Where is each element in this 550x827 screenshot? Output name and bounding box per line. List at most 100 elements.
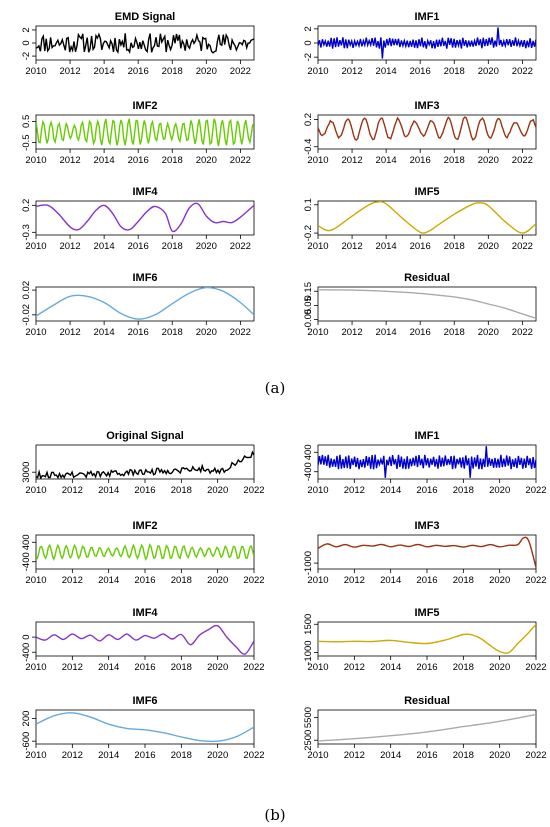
x-tick-label: 2014	[380, 750, 401, 761]
x-tick-label: 2012	[344, 575, 365, 586]
x-tick-label: 2020	[207, 485, 228, 496]
y-tick-label: 0.2	[303, 113, 314, 126]
x-tick-label: 2010	[25, 155, 46, 166]
x-tick-label: 2022	[512, 327, 533, 338]
chart-panel-a-5: IMF4 2010 2012 2014 2016 2018 2020 2022 0.2 -0.3	[21, 186, 255, 252]
x-tick-label: 2016	[134, 750, 155, 761]
chart-panel-a-3: IMF2 2010 2012 2014 2016 2018 2020 2022 0.5 -0.5	[21, 100, 255, 166]
x-tick-label: 2010	[307, 575, 328, 586]
series-line	[36, 118, 254, 147]
x-tick-label: 2020	[489, 750, 510, 761]
x-tick-label: 2012	[341, 66, 362, 77]
plot-frame	[35, 709, 255, 745]
x-tick-label: 2018	[453, 485, 474, 496]
y-tick-label: 0.05	[303, 296, 314, 315]
y-tick-label: 3000	[21, 462, 32, 483]
x-tick-label: 2022	[243, 575, 264, 586]
series-line	[318, 446, 536, 478]
x-tick-label: 2022	[243, 750, 264, 761]
chart-panel-a-2: IMF1 2010 2012 2014 2016 2018 2020 2022 2 0 -2	[303, 11, 537, 77]
x-tick-label: 2022	[512, 241, 533, 252]
x-tick-label: 2016	[128, 241, 149, 252]
x-tick-label: 2018	[162, 66, 183, 77]
plot-frame	[35, 286, 255, 322]
x-tick-label: 2016	[416, 485, 437, 496]
series-line	[318, 623, 536, 654]
series-line	[318, 116, 536, 142]
y-tick-label: 5500	[303, 707, 314, 728]
x-tick-label: 2014	[98, 575, 119, 586]
x-tick-label: 2012	[344, 750, 365, 761]
series-line	[318, 536, 536, 568]
y-tick-label: -400	[21, 552, 32, 571]
chart-panel-b-3: IMF2 2010 2012 2014 2016 2018 2020 2022 400 -400	[21, 520, 265, 586]
y-tick-label: 1500	[303, 614, 314, 635]
x-tick-label: 2012	[62, 485, 83, 496]
x-tick-label: 2014	[376, 327, 397, 338]
x-tick-label: 2020	[207, 750, 228, 761]
series-line	[318, 201, 536, 234]
panel-title: IMF4	[132, 607, 158, 619]
x-tick-label: 2022	[230, 66, 251, 77]
panel-title: IMF4	[132, 186, 158, 198]
x-tick-label: 2012	[59, 241, 80, 252]
plot-frame	[35, 200, 255, 236]
x-tick-label: 2020	[478, 241, 499, 252]
series-line	[36, 450, 254, 479]
x-tick-label: 2016	[416, 750, 437, 761]
x-tick-label: 2018	[171, 575, 192, 586]
x-tick-label: 2018	[444, 155, 465, 166]
x-tick-label: 2010	[307, 241, 328, 252]
x-tick-label: 2016	[128, 155, 149, 166]
series-line	[36, 287, 254, 320]
x-tick-label: 2020	[489, 575, 510, 586]
chart-panel-a-7: IMF6 2010 2012 2014 2016 2018 2020 2022 0.02 -0.0…	[21, 272, 255, 338]
x-tick-label: 2016	[134, 575, 155, 586]
panel-title: IMF1	[414, 430, 439, 442]
y-tick-label: -0.2	[303, 225, 314, 241]
panel-title: IMF2	[132, 520, 157, 532]
y-tick-label: 0	[21, 634, 32, 639]
x-tick-label: 2022	[525, 662, 546, 673]
x-tick-label: 2016	[134, 485, 155, 496]
x-tick-label: 2020	[489, 485, 510, 496]
x-tick-label: 2010	[25, 750, 46, 761]
x-tick-label: 2022	[230, 327, 251, 338]
y-tick-label: 0	[21, 40, 32, 45]
x-tick-label: 2014	[380, 662, 401, 673]
chart-panel-b-2: IMF1 2010 2012 2014 2016 2018 2020 2022 400 -400	[303, 430, 547, 496]
x-tick-label: 2016	[128, 66, 149, 77]
x-tick-label: 2012	[344, 485, 365, 496]
x-tick-label: 2018	[171, 662, 192, 673]
x-tick-label: 2016	[410, 155, 431, 166]
y-tick-label: -0.4	[303, 139, 314, 155]
x-tick-label: 2016	[410, 327, 431, 338]
y-tick-label: 0.1	[303, 198, 314, 211]
x-tick-label: 2022	[230, 241, 251, 252]
x-tick-label: 2018	[453, 575, 474, 586]
x-tick-label: 2010	[307, 155, 328, 166]
x-tick-label: 2014	[94, 327, 115, 338]
plot-frame	[35, 621, 255, 657]
x-tick-label: 2014	[94, 66, 115, 77]
x-tick-label: 2020	[478, 327, 499, 338]
y-tick-label: -400	[303, 462, 314, 481]
x-tick-label: 2014	[98, 485, 119, 496]
x-tick-label: 2014	[380, 485, 401, 496]
x-tick-label: 2014	[376, 155, 397, 166]
chart-panel-b-1: Original Signal 2010 2012 2014 2016 2018 2020 2…	[21, 430, 265, 496]
x-tick-label: 2012	[341, 327, 362, 338]
y-tick-label: -2	[303, 53, 314, 61]
y-tick-label: 200	[21, 711, 32, 727]
x-tick-label: 2010	[25, 662, 46, 673]
x-tick-label: 2010	[25, 66, 46, 77]
plot-frame	[35, 114, 255, 150]
chart-panel-b-7: IMF6 2010 2012 2014 2016 2018 2020 2022 200 -600	[21, 695, 265, 761]
x-tick-label: 2012	[62, 750, 83, 761]
y-tick-label: 0.5	[21, 115, 32, 128]
y-tick-label: 2	[303, 26, 314, 31]
series-line	[36, 32, 254, 55]
panel-title: Residual	[404, 272, 450, 284]
x-tick-label: 2020	[196, 155, 217, 166]
x-tick-label: 2020	[196, 66, 217, 77]
